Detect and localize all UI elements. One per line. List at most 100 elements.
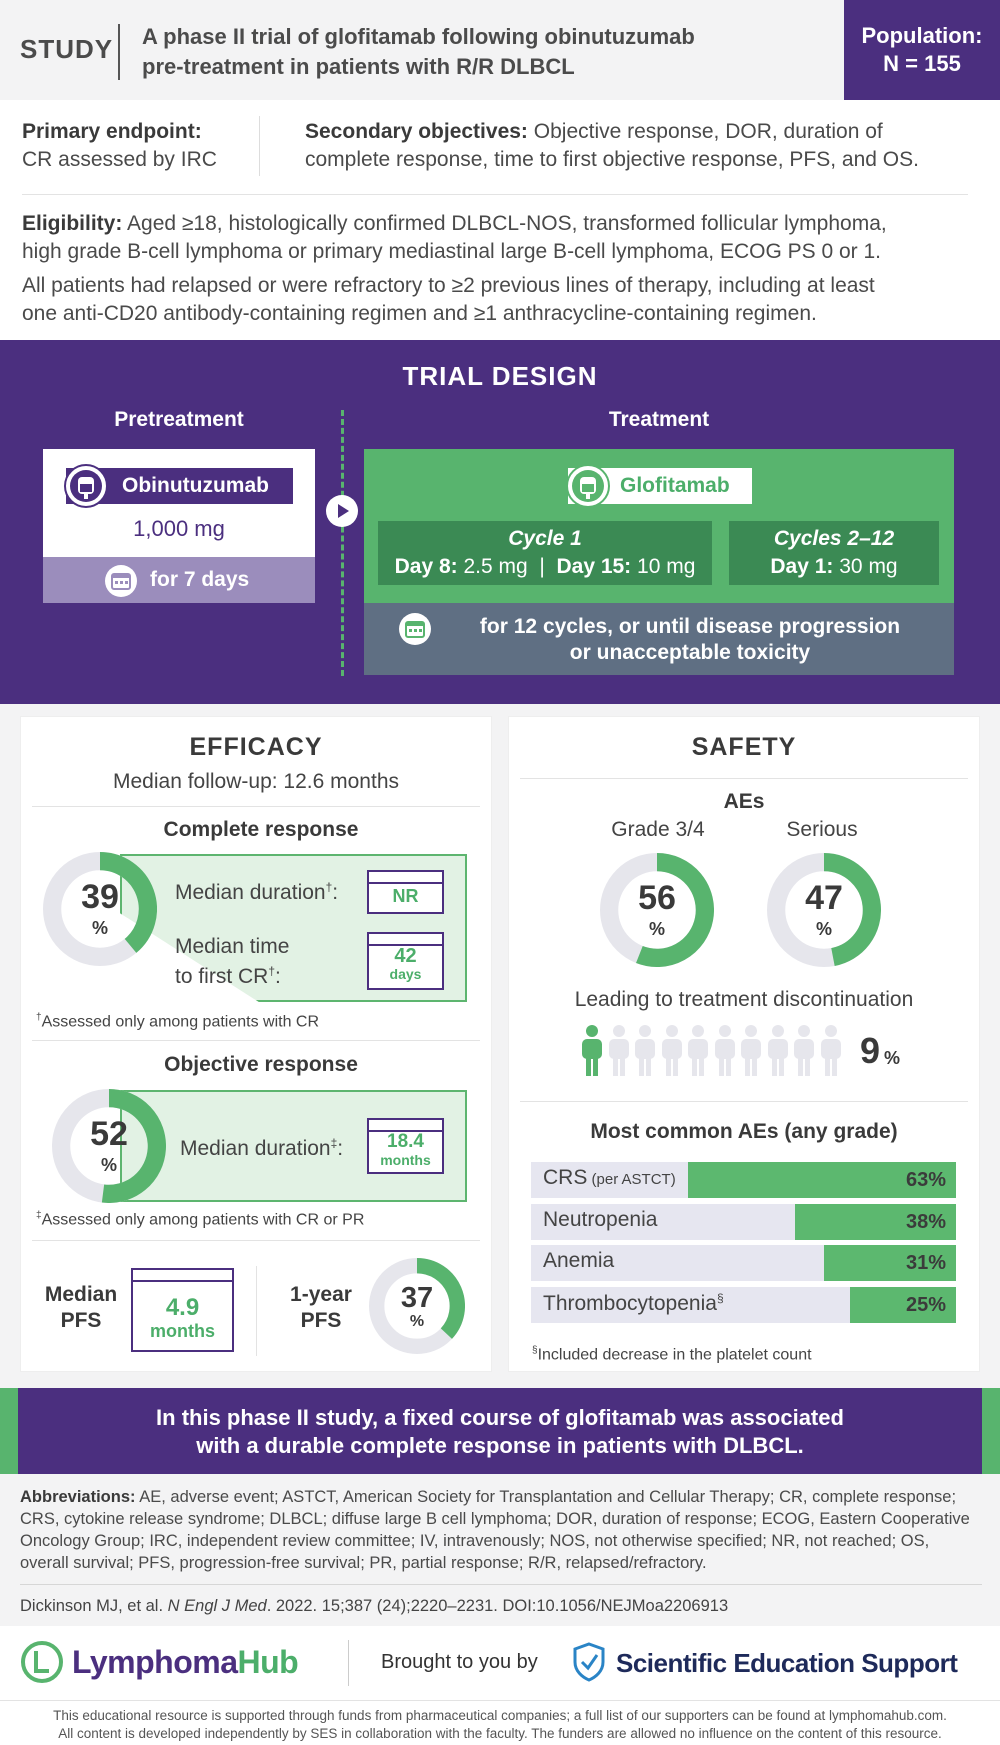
- treatment-duration: [364, 603, 954, 675]
- ae-bar-row: 38% Neutropenia: [531, 1203, 956, 1240]
- person-icon: [794, 1025, 814, 1076]
- calendar-icon: [398, 612, 432, 646]
- study-header: [0, 0, 1000, 100]
- cycle1-box: Cycle 1 Day 8: 2.5 mg | Day 15: 10 mg: [378, 521, 712, 585]
- person-icon: [608, 1025, 629, 1076]
- discontinuation-label: Leading to treatment discontinuation: [574, 988, 914, 1011]
- safety-title: SAFETY: [691, 733, 797, 761]
- ae-label: Anemia: [543, 1249, 615, 1272]
- primary-endpoint-value: CR assessed by IRC: [22, 148, 217, 171]
- divider: [0, 1700, 1000, 1701]
- pfs-unit: months: [150, 1321, 215, 1341]
- grade34-value: 56: [638, 879, 676, 917]
- grade34-pct: %: [648, 919, 665, 939]
- cr-time-line1: Median time: [175, 935, 290, 958]
- reference-journal: N Engl J Med: [167, 1597, 267, 1615]
- or-footnote-mark: ‡: [36, 1210, 42, 1221]
- cr-value: 39: [81, 878, 119, 916]
- conclusion-line2: with a durable complete response in pati…: [196, 1433, 804, 1458]
- abbreviations-label: Abbreviations:: [20, 1488, 136, 1506]
- eligibility-line2: high grade B-cell lymphoma or primary me…: [22, 240, 882, 263]
- or-median-duration-label: Median duration: [180, 1137, 331, 1160]
- or-footnote: ‡Assessed only among patients with CR or…: [36, 1210, 364, 1229]
- safety-footnote: §Included decrease in the platelet count: [532, 1345, 812, 1364]
- study-title-line1: A phase II trial of glofitamab following…: [142, 24, 695, 49]
- cycle1-d8-value: 2.5 mg: [463, 555, 528, 578]
- brought-by: Brought to you by: [381, 1651, 538, 1673]
- ae-bar-row: 25% Thrombocytopenia§: [531, 1286, 956, 1323]
- ae-bar: 38%: [794, 1203, 956, 1240]
- common-aes-title: Most common AEs (any grade): [590, 1120, 898, 1143]
- followup-text: Median follow-up: 12.6 months: [113, 770, 399, 793]
- reference-authors: Dickinson MJ, et al.: [20, 1597, 164, 1615]
- cycles2-value: 30 mg: [839, 555, 898, 578]
- abbreviations: Abbreviations: AE, adverse event; ASTCT,…: [20, 1486, 982, 1574]
- or-title: Objective response: [164, 1053, 358, 1076]
- conclusion-banner: [0, 1388, 1000, 1474]
- serious-donut: [766, 852, 882, 968]
- ae-label-sub: (per ASTCT): [587, 1171, 676, 1188]
- divider: [22, 194, 968, 195]
- serious-label: Serious: [786, 818, 858, 841]
- donut-arc: [636, 853, 714, 967]
- pfs1y-donut: [369, 1258, 465, 1354]
- phase-divider: [341, 410, 344, 676]
- donut-arc: [99, 852, 157, 953]
- disclaimer-line1: This educational resource is supported t…: [53, 1708, 947, 1723]
- or-duration-value: 18.4: [387, 1131, 424, 1152]
- treatment-duration-text: for 12 cycles, or until disease progress…: [420, 614, 960, 666]
- cr-time-unit: days: [389, 966, 422, 982]
- cr-time-line2: to first CR: [175, 965, 269, 988]
- divider: [520, 778, 968, 779]
- obinutuzumab-label: Obinutuzumab: [122, 474, 269, 497]
- ae-bar: 63%: [688, 1162, 956, 1198]
- divider: [32, 1240, 480, 1241]
- person-icon: [635, 1025, 655, 1076]
- conclusion-text: In this phase II study, a fixed course o…: [0, 1404, 1000, 1460]
- cycle1-title: Cycle 1: [508, 527, 582, 550]
- median-pfs-label: Median PFS: [36, 1282, 126, 1334]
- or-pct: %: [100, 1155, 117, 1175]
- or-footnote-text: Assessed only among patients with CR or …: [41, 1211, 365, 1229]
- pretreatment-days: for 7 days: [150, 568, 250, 591]
- population-value: N = 155: [883, 51, 961, 76]
- cr-pct: %: [91, 918, 108, 938]
- cr-duration-calendar: NR: [367, 870, 444, 914]
- arrow-icon: [325, 494, 359, 528]
- divider: [348, 1640, 349, 1686]
- obinutuzumab-dose: 1,000 mg: [133, 516, 225, 541]
- glofitamab-label: Glofitamab: [620, 474, 730, 497]
- discontinuation-pct: %: [884, 1048, 901, 1068]
- ae-label: CRS (per ASTCT): [543, 1166, 676, 1189]
- cr-median-duration: Median duration†:: [175, 880, 339, 904]
- cycles2-title: Cycles 2–12: [773, 527, 895, 550]
- iv-bag-icon: [566, 464, 610, 508]
- secondary-label: Secondary objectives:: [305, 120, 528, 143]
- disclaimer-line2: All content is developed independently b…: [58, 1726, 942, 1741]
- ae-bar-row: 63% CRS (per ASTCT): [531, 1162, 956, 1198]
- safety-footnote-mark: §: [532, 1345, 538, 1356]
- reference-details: . 2022. 15;387 (24);2220–2231. DOI:10.10…: [266, 1597, 729, 1615]
- cr-time: Median time to first CR†:: [175, 935, 290, 988]
- conclusion-line1: In this phase II study, a fixed course o…: [156, 1405, 844, 1430]
- reference: Dickinson MJ, et al. N Engl J Med. 2022.…: [20, 1597, 728, 1616]
- person-icon: [661, 1025, 682, 1076]
- primary-endpoint: Primary endpoint: CR assessed by IRC: [22, 118, 252, 174]
- cr-time-value: 42: [394, 945, 417, 967]
- grade34-label: Grade 3/4: [611, 818, 705, 841]
- discontinuation-value: 9: [860, 1030, 881, 1071]
- pfs-label-line2: PFS: [60, 1309, 102, 1332]
- divider: [20, 1584, 982, 1585]
- person-icon: [820, 1025, 841, 1076]
- cycles2-box: Cycles 2–12 Day 1: 30 mg: [729, 521, 939, 585]
- trial-design-title: TRIAL DESIGN: [402, 361, 598, 391]
- treatment-label: Treatment: [608, 408, 710, 431]
- eligibility-line3: All patients had relapsed or were refrac…: [22, 274, 875, 297]
- cr-title: Complete response: [163, 818, 359, 841]
- lymphomahub-logo-icon: [20, 1640, 64, 1684]
- lymphomahub-logo: LymphomaHub: [72, 1644, 299, 1681]
- double-dagger: ‡: [330, 1136, 338, 1150]
- or-duration-unit: months: [380, 1152, 431, 1168]
- abbreviations-text: AE, adverse event; ASTCT, American Socie…: [20, 1488, 970, 1572]
- cr-time-calendar: 42 days: [367, 932, 444, 990]
